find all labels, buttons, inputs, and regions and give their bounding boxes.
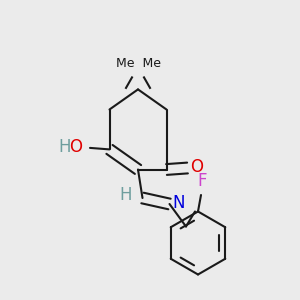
Text: H: H <box>58 138 71 156</box>
Text: Me  Me: Me Me <box>116 57 160 70</box>
Text: F: F <box>198 172 207 190</box>
Text: H: H <box>119 186 132 204</box>
Text: N: N <box>172 194 184 212</box>
Text: O: O <box>70 138 83 156</box>
Text: O: O <box>190 158 203 175</box>
